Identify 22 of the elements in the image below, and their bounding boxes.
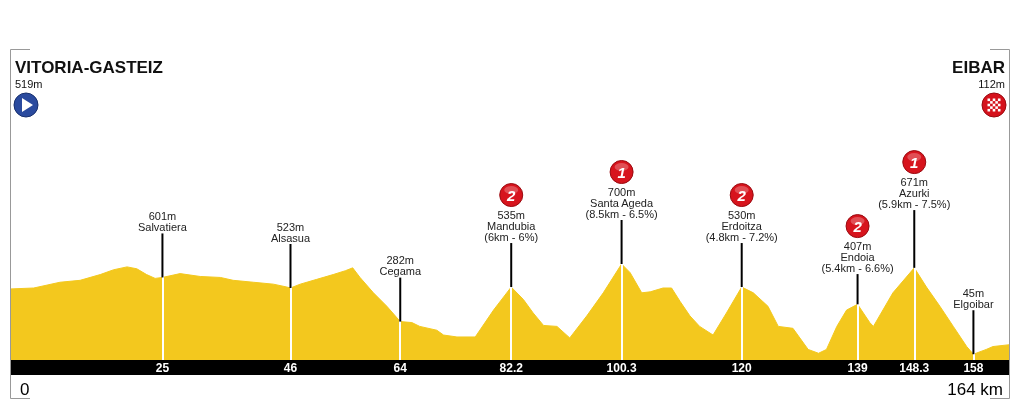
annotation: 1 671m Azurki (5.9km - 7.5%) bbox=[878, 153, 951, 210]
annotation: 2 535m Mandubia (6km - 6%) bbox=[484, 186, 539, 243]
x-tick-label: 100.3 bbox=[606, 360, 637, 375]
x-tick-label: 46 bbox=[283, 360, 298, 375]
text: 164 km bbox=[947, 379, 1003, 399]
x-tick-label: 139 bbox=[847, 360, 868, 375]
text: EIBAR 112m bbox=[952, 57, 1005, 90]
text: VITORIA-GASTEIZ 519m bbox=[15, 57, 163, 90]
x-tick-label: 82.2 bbox=[499, 360, 524, 375]
annotation: 2 407m Endoia (5.4km - 6.6%) bbox=[821, 217, 894, 274]
annotation: 45m Elgoibar bbox=[953, 286, 994, 310]
annotation: 2 530m Erdoitza (4.8km - 7.2%) bbox=[705, 186, 778, 243]
annotation: 1 700m Santa Ageda (8.5km - 6.5%) bbox=[585, 163, 658, 220]
x-tick-label: 25 bbox=[155, 360, 170, 375]
text: 0 bbox=[20, 379, 30, 399]
x-tick-label: 120 bbox=[731, 360, 753, 375]
x-tick-label: 148.3 bbox=[899, 360, 930, 375]
x-tick-label: 64 bbox=[393, 360, 408, 375]
annotation: 282m Cegama bbox=[379, 254, 422, 278]
x-tick-label: 158 bbox=[963, 360, 984, 375]
annotation: 523m Alsasua bbox=[270, 220, 311, 244]
annotation: 601m Salvatiera bbox=[137, 209, 188, 233]
